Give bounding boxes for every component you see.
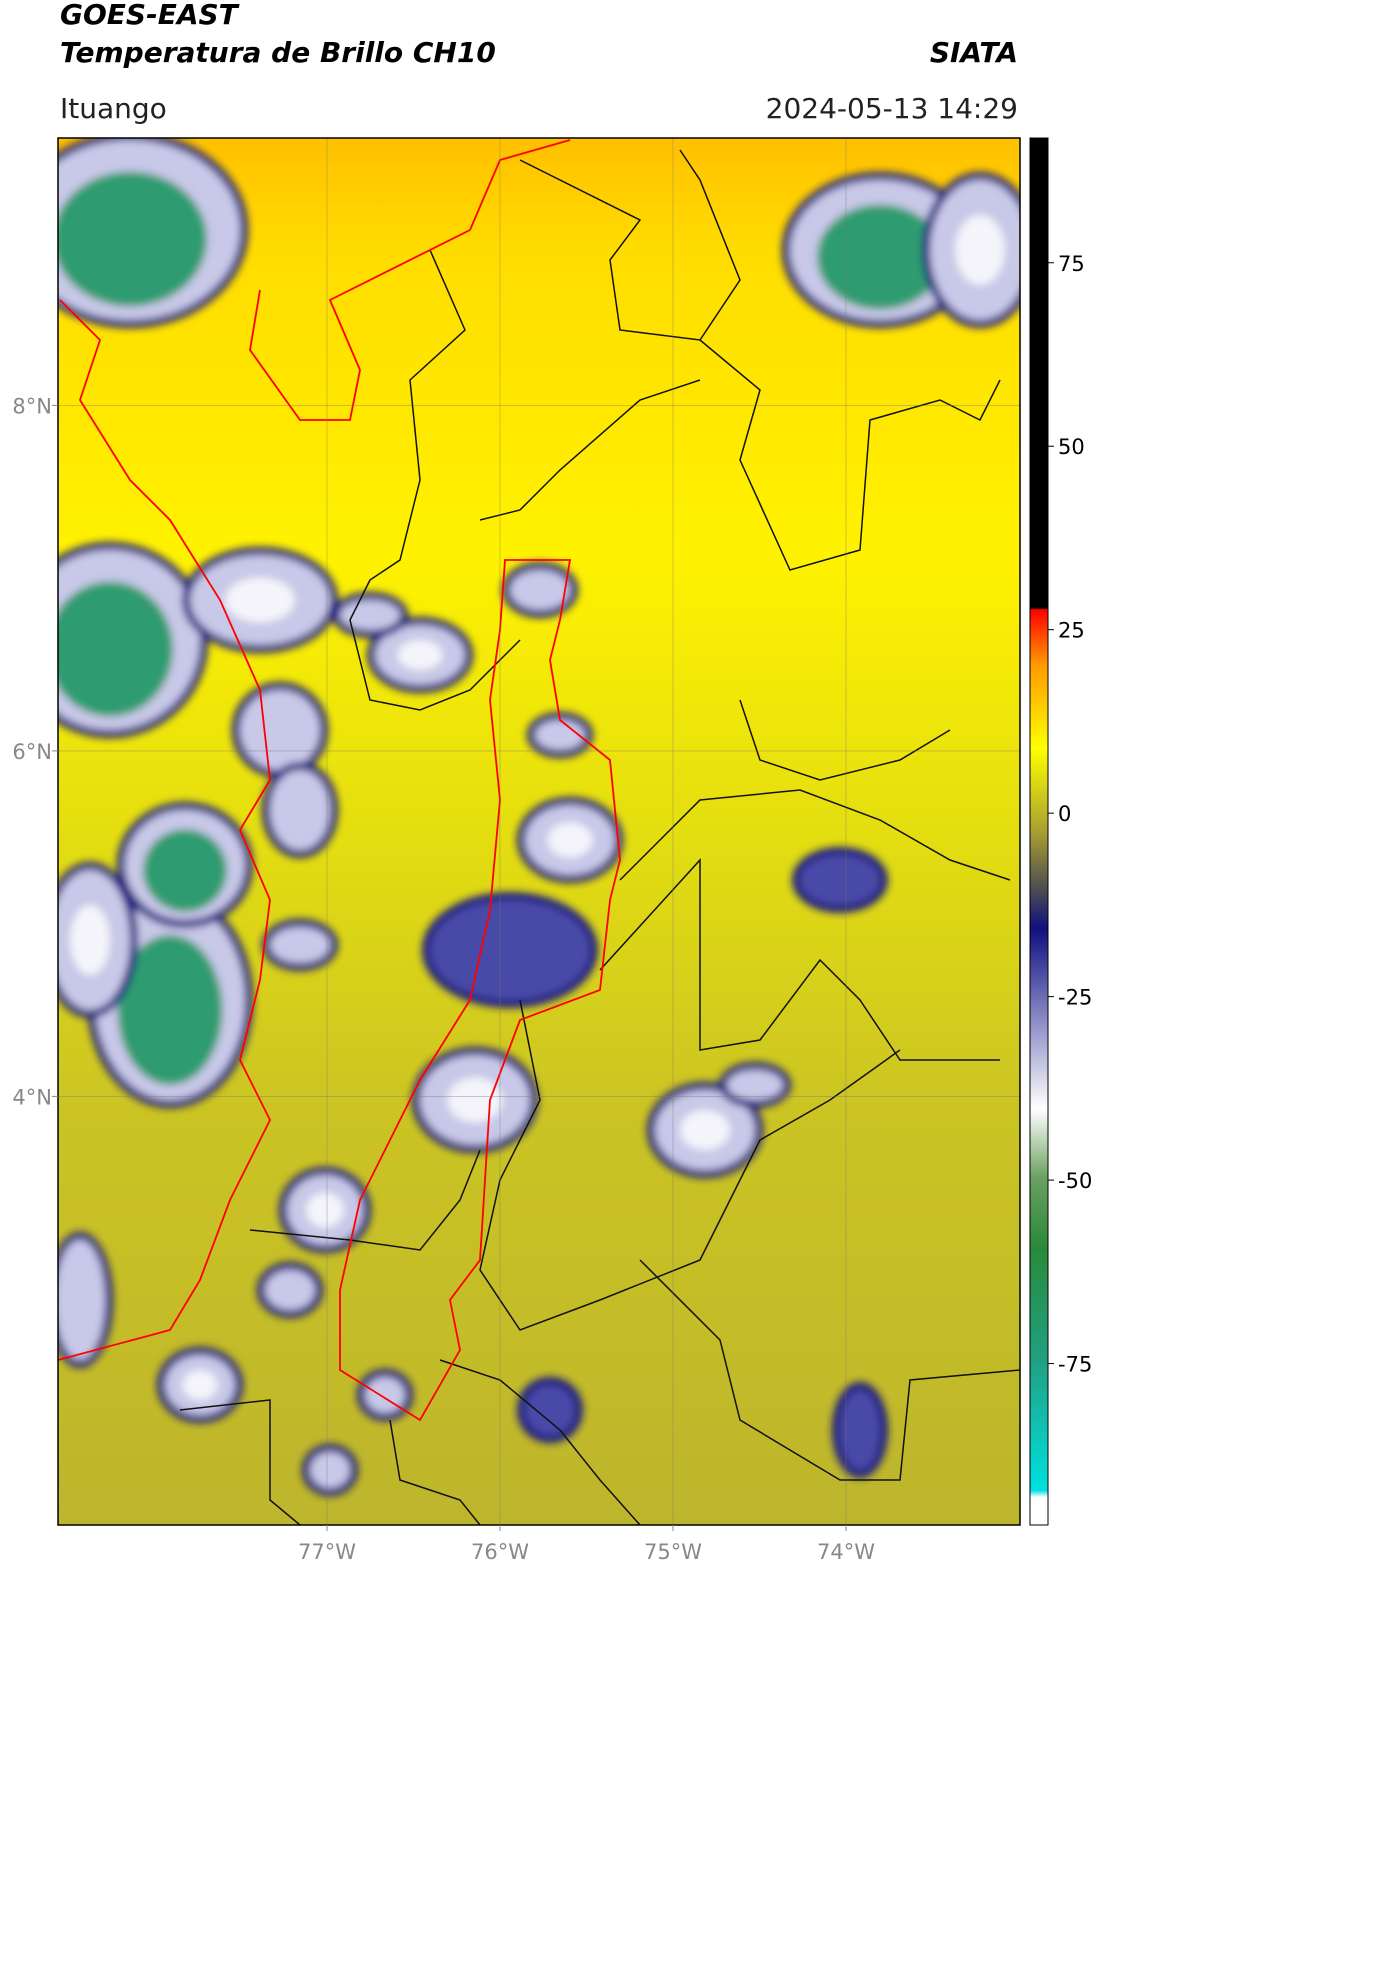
x-tick-label: 76°W [471, 1540, 529, 1564]
colorbar-tick-label: 25 [1058, 619, 1085, 643]
cloud [340, 600, 400, 630]
cloud-top [58, 581, 173, 717]
cloud [240, 690, 320, 770]
cloud-top [817, 204, 943, 310]
cloud-core [447, 1077, 503, 1123]
cloud [270, 927, 330, 963]
cloud-core [306, 1192, 344, 1228]
cloud-core [547, 822, 593, 858]
colorbar-tick-label: 0 [1058, 802, 1071, 826]
datetime: 2024-05-13 14:29 [766, 92, 1018, 125]
colorbar [1029, 137, 1049, 1526]
map-frame [57, 137, 1021, 1526]
graticule [58, 138, 1020, 1525]
cloud [58, 1240, 105, 1360]
cloud-top [58, 171, 207, 307]
cloud-top [117, 935, 223, 1085]
colorbar-tick-label: -25 [1058, 986, 1092, 1010]
cloud-top [143, 829, 227, 912]
y-tick-label: 8°N [12, 394, 52, 418]
colorbar-tick-label: -50 [1058, 1169, 1092, 1193]
x-tick-label: 75°W [644, 1540, 702, 1564]
colorbar-tick-label: 75 [1058, 252, 1085, 276]
cloud-core [182, 1370, 218, 1400]
cloud [840, 1390, 880, 1470]
cloud-core [70, 905, 110, 975]
x-tick-label: 77°W [298, 1540, 356, 1564]
colorbar-tick-label: 50 [1058, 435, 1085, 459]
x-tick-label: 74°W [817, 1540, 875, 1564]
title-line1: GOES-EAST [60, 0, 240, 31]
source: SIATA [930, 36, 1018, 69]
title-line2: Temperatura de Brillo CH10 [60, 36, 496, 69]
colorbar-tick-label: -75 [1058, 1353, 1092, 1377]
cloud [727, 1070, 783, 1100]
cloud [800, 855, 880, 905]
cloud [265, 1270, 315, 1310]
cloud [510, 570, 570, 610]
department-borders [58, 139, 621, 1422]
clouds [58, 138, 1020, 1496]
region: Ituango [60, 92, 167, 125]
cloud [535, 720, 585, 750]
cloud-core [397, 640, 443, 670]
map-image [58, 138, 1020, 1525]
cloud [525, 1385, 575, 1435]
cloud-core [955, 215, 1005, 285]
cloud [430, 900, 590, 1000]
borders [179, 149, 1020, 1525]
cloud-core [680, 1110, 730, 1150]
cloud-core [225, 577, 295, 623]
axes: 77°W 76°W 75°W 74°W 8°N 6°N 4°N 75 50 25 0 -25 -50 -7… [12, 252, 1092, 1564]
cloud [310, 1452, 350, 1488]
y-tick-label: 4°N [12, 1085, 52, 1109]
cloud [270, 770, 330, 850]
y-tick-label: 6°N [12, 740, 52, 764]
